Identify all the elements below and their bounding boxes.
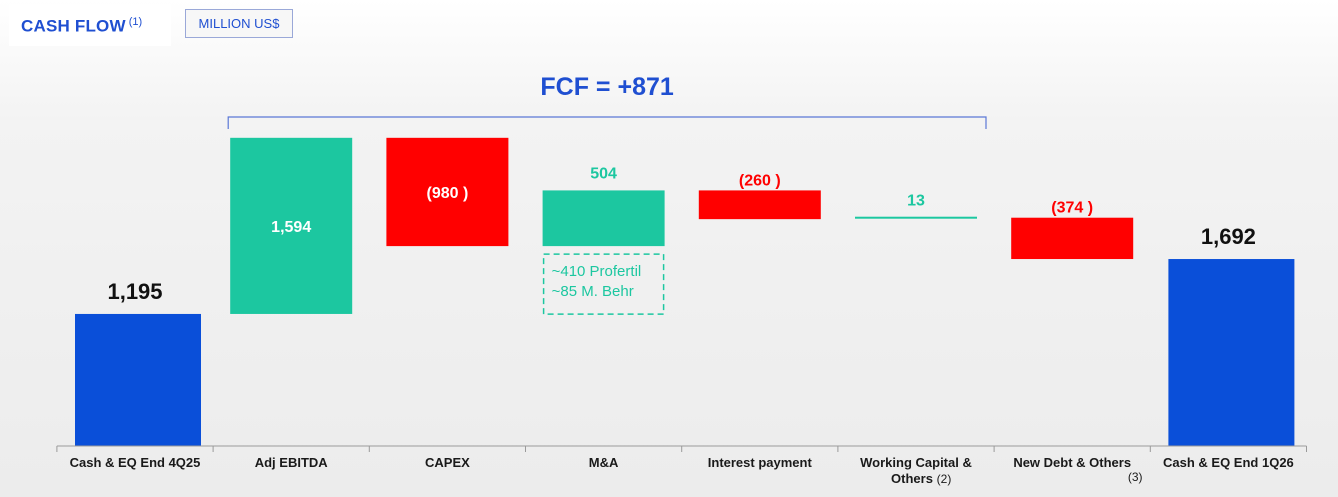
bar-1 (230, 137, 353, 314)
category-label-6: New Debt & Others (1013, 455, 1131, 470)
category-label-3: M&A (589, 455, 619, 470)
bar-0 (75, 313, 201, 446)
bar-2 (386, 137, 509, 247)
category-label-1: Adj EBITDA (255, 455, 329, 470)
ma-callout-box (542, 253, 665, 315)
category-label-5-line1: Working Capital & (860, 455, 972, 470)
ma-callout-line-1: ~85 M. Behr (552, 283, 634, 300)
bar-5 (855, 216, 977, 219)
value-label-3: 504 (590, 165, 617, 182)
value-label-2: (980 ) (427, 185, 469, 202)
bar-6 (1011, 217, 1134, 260)
bar-4 (698, 190, 821, 220)
value-label-5: 13 (907, 193, 925, 210)
fcf-bracket (227, 116, 987, 129)
category-label-7: Cash & EQ End 1Q26 (1163, 455, 1294, 470)
value-label-7: 1,692 (1201, 224, 1256, 249)
fcf-label: FCF = +871 (540, 73, 673, 101)
unit-badge: MILLION US$ (185, 9, 293, 38)
value-label-4: (260 ) (739, 172, 781, 189)
bar-7 (1168, 259, 1295, 446)
value-label-1: 1,594 (271, 219, 311, 236)
value-label-6: (374 ) (1051, 200, 1093, 217)
chart-title: CASH FLOW (21, 16, 126, 36)
category-label-5-line2: Others (891, 471, 933, 486)
category-note-6: (3) (1128, 470, 1143, 484)
value-label-0: 1,195 (107, 279, 162, 304)
chart-title-box: CASH FLOW (1) (9, 4, 171, 46)
category-label-2: CAPEX (425, 455, 470, 470)
bar-3 (542, 190, 665, 247)
category-label-4: Interest payment (708, 455, 813, 470)
category-note-5: (2) (937, 472, 952, 486)
ma-callout-line-0: ~410 Profertil (552, 263, 642, 280)
chart-title-note: (1) (128, 16, 143, 28)
category-label-0: Cash & EQ End 4Q25 (70, 455, 201, 470)
